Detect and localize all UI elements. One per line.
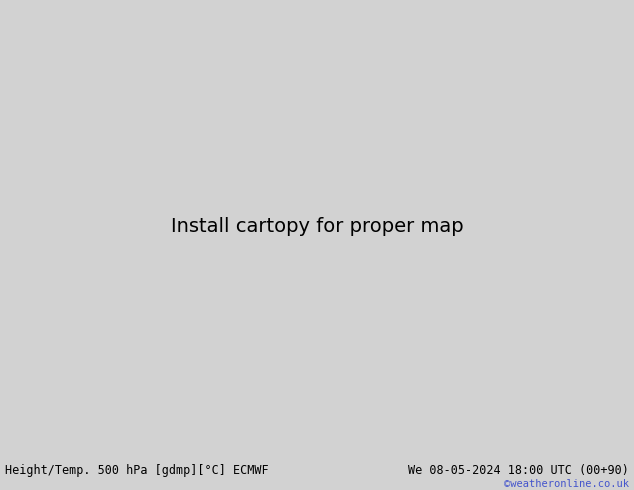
Text: ©weatheronline.co.uk: ©weatheronline.co.uk: [504, 479, 629, 489]
Text: Height/Temp. 500 hPa [gdmp][°C] ECMWF: Height/Temp. 500 hPa [gdmp][°C] ECMWF: [5, 464, 269, 477]
Text: We 08-05-2024 18:00 UTC (00+90): We 08-05-2024 18:00 UTC (00+90): [408, 464, 629, 477]
Text: Install cartopy for proper map: Install cartopy for proper map: [171, 217, 463, 236]
